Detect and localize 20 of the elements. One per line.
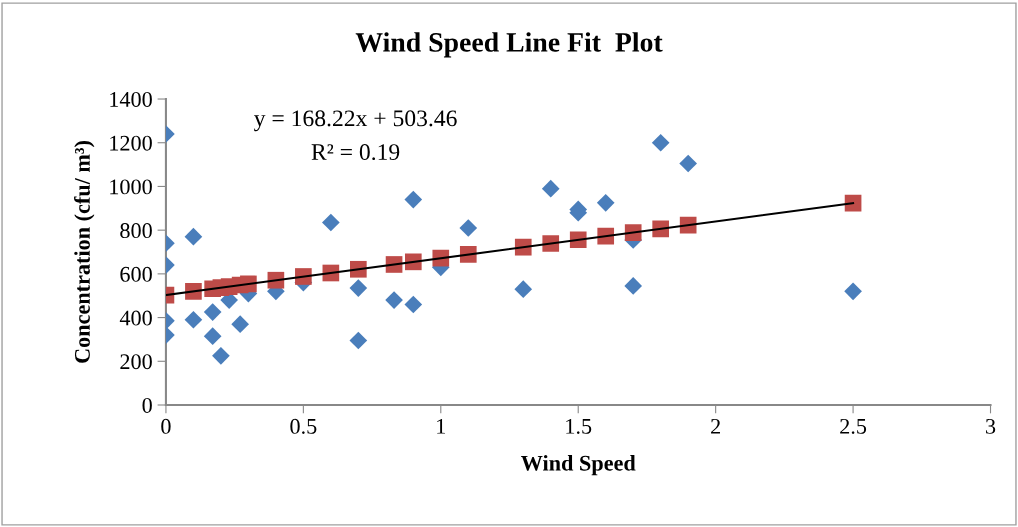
x-tick-label: 1 (437, 418, 446, 434)
y-axis-title: Concentration (cfu/ m³) (74, 141, 95, 363)
chart-title: Wind Speed Line Fit Plot (355, 32, 663, 58)
y-tick-label: 1200 (110, 135, 152, 151)
y-tick-label: 200 (120, 354, 152, 370)
x-tick-label: 3 (986, 418, 996, 434)
annotation: R² = 0.19 (311, 144, 400, 161)
x-tick-label: 1.5 (566, 418, 592, 434)
y-tick-label: 800 (120, 223, 152, 239)
x-tick-label: 0 (161, 418, 171, 434)
y-tick-label: 1000 (110, 179, 152, 195)
annotation: y = 168.22x + 503.46 (254, 110, 457, 132)
y-tick-label: 1400 (110, 91, 152, 107)
x-axis-title: Wind Speed (521, 455, 636, 476)
y-tick-label: 600 (120, 266, 152, 282)
y-tick-label: 0 (142, 397, 152, 413)
x-tick-label: 2 (711, 418, 720, 434)
x-tick-label: 0.5 (290, 418, 317, 434)
y-tick-label: 400 (119, 310, 152, 326)
x-tick-label: 2.5 (840, 418, 867, 434)
